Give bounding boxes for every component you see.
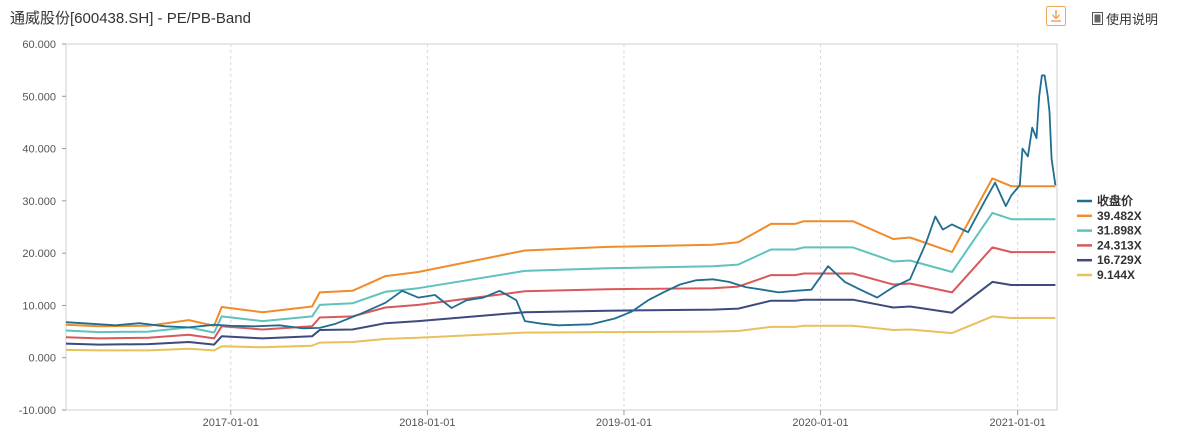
legend-label[interactable]: 24.313X (1097, 238, 1142, 252)
y-tick-label: 50.000 (22, 91, 56, 103)
download-icon (1051, 10, 1061, 22)
gridlines (230, 44, 1019, 410)
x-tick-label: 2018-01-01 (399, 417, 455, 429)
y-tick-label: 20.000 (22, 248, 56, 260)
x-tick-label: 2020-01-01 (792, 417, 848, 429)
y-tick-label: 60.000 (22, 39, 56, 51)
y-axis: 60.000 50.000 40.000 30.000 20.000 10.000 0.00… (19, 39, 66, 417)
manual-link[interactable]: 使用说明 (1092, 9, 1158, 28)
manual-label: 使用说明 (1106, 12, 1159, 27)
legend-label[interactable]: 收盘价 (1097, 193, 1134, 208)
x-axis: 2017-01-01 2018-01-01 2019-01-01 2020-01-01… (203, 410, 1046, 429)
y-tick-label: 0.000 (28, 353, 56, 365)
series-line-band-1 (65, 177, 1056, 328)
document-icon (1092, 12, 1103, 25)
x-tick-label: 2017-01-01 (203, 417, 259, 429)
series-line-band-5 (65, 315, 1056, 352)
series-line-band-3 (65, 246, 1056, 340)
series-layer (65, 74, 1057, 352)
download-button[interactable] (1046, 6, 1066, 26)
x-tick-label: 2021-01-01 (990, 417, 1046, 429)
series-line-close-price (65, 74, 1057, 330)
legend-label[interactable]: 39.482X (1097, 209, 1142, 223)
x-tick-label: 2019-01-01 (596, 417, 652, 429)
series-line-band-2 (65, 211, 1056, 334)
legend-label[interactable]: 9.144X (1097, 268, 1135, 282)
y-tick-label: -10.000 (19, 405, 56, 417)
legend-label[interactable]: 16.729X (1097, 253, 1142, 267)
series-line-band-4 (65, 280, 1056, 346)
plot-area (65, 43, 1058, 411)
y-tick-label: 10.000 (22, 300, 56, 312)
page-title: 通威股份[600438.SH] - PE/PB-Band (10, 10, 251, 27)
y-tick-label: 40.000 (22, 144, 56, 156)
legend-label[interactable]: 31.898X (1097, 224, 1142, 238)
y-tick-label: 30.000 (22, 196, 56, 208)
